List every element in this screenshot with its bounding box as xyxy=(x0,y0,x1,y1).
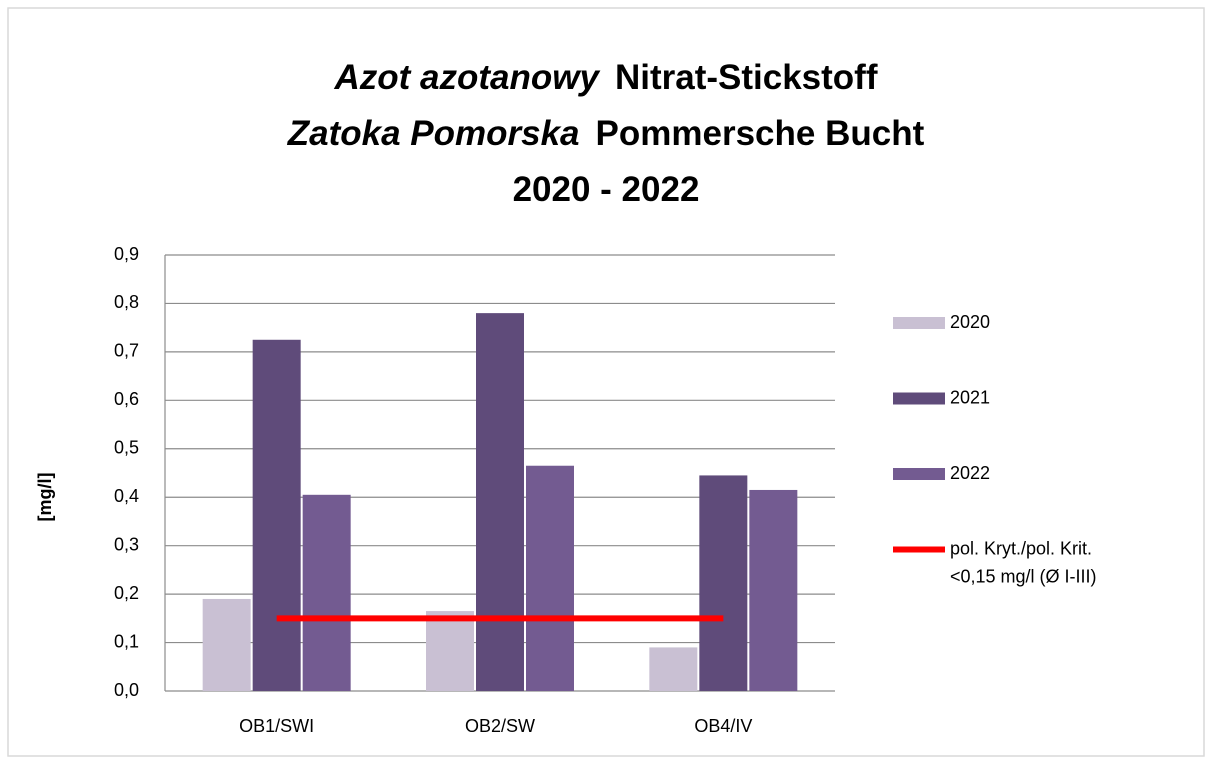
bar xyxy=(699,475,748,691)
y-tick-label: 0,1 xyxy=(114,631,139,651)
legend-label: 2022 xyxy=(950,463,990,483)
legend-label-line: pol. Kryt./pol. Krit. xyxy=(950,538,1092,558)
x-tick-label: OB2/SW xyxy=(465,716,535,736)
bar xyxy=(252,339,301,691)
x-tick-label: OB4/IV xyxy=(694,716,752,736)
bar xyxy=(749,489,798,691)
bar xyxy=(202,598,251,691)
y-tick-label: 0,4 xyxy=(114,486,139,506)
legend-label: 2020 xyxy=(950,312,990,332)
bar xyxy=(476,313,524,691)
chart-title: Zatoka Pomorska Pommersche Bucht xyxy=(287,114,925,153)
y-tick-label: 0,8 xyxy=(114,292,139,312)
y-tick-label: 0,7 xyxy=(114,341,139,361)
bar xyxy=(649,647,698,691)
y-tick-label: 0,3 xyxy=(114,534,139,554)
y-tick-label: 0,9 xyxy=(114,244,139,264)
legend-swatch xyxy=(893,392,945,405)
x-tick-label: OB1/SWI xyxy=(239,716,314,736)
legend-swatch xyxy=(893,317,945,329)
chart-title: Azot azotanowy Nitrat-Stickstoff xyxy=(334,58,878,97)
bar xyxy=(526,465,574,691)
legend-label-line: <0,15 mg/l (Ø I-III) xyxy=(950,566,1097,586)
legend-label: pol. Kryt./pol. Krit. <0,15 mg/l (Ø I-III… xyxy=(950,538,1097,586)
y-axis-label: [mg/l] xyxy=(35,473,55,522)
title-part: Nitrat-Stickstoff xyxy=(615,58,878,97)
chart-title: 2020 - 2022 xyxy=(513,170,700,209)
legend-label: 2021 xyxy=(950,387,990,407)
y-tick-label: 0,0 xyxy=(114,680,139,700)
y-tick-label: 0,2 xyxy=(114,583,139,603)
title-part: Zatoka Pomorska xyxy=(287,114,580,153)
title-part: Pommersche Bucht xyxy=(596,114,925,153)
bar xyxy=(426,611,474,691)
title-part: Azot azotanowy xyxy=(334,58,601,97)
bar xyxy=(302,494,351,691)
y-tick-label: 0,6 xyxy=(114,389,139,409)
title-part: 2020 - 2022 xyxy=(513,170,700,209)
y-tick-label: 0,5 xyxy=(114,438,139,458)
legend-swatch xyxy=(893,468,945,480)
